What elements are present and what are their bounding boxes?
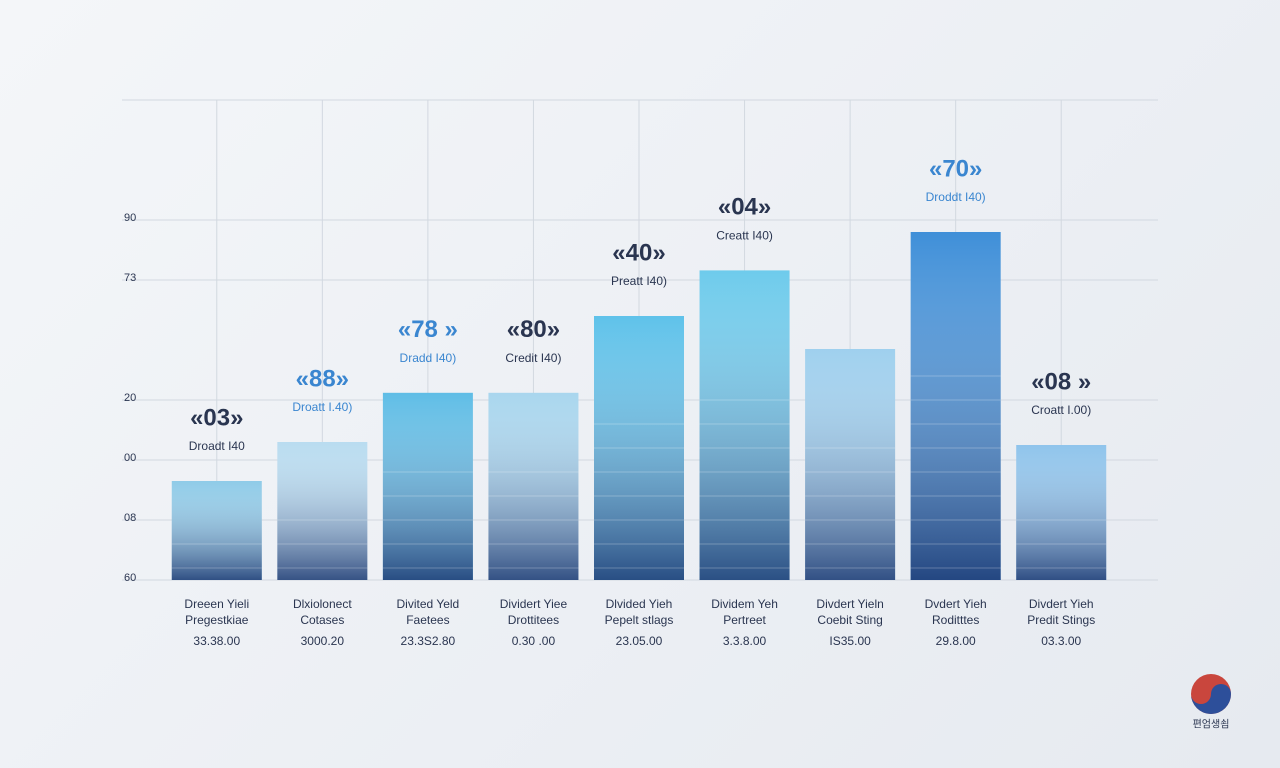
x-tick-note: 23.05.00	[616, 634, 663, 648]
bar-shade	[910, 232, 1001, 580]
bar-group: «88» Droatt I.40)	[277, 365, 368, 580]
x-tick-label: Divdert Yieh	[1029, 597, 1094, 611]
bar-shade	[171, 481, 262, 580]
bar-shade	[1016, 445, 1107, 580]
annotation-sub: Preatt I40)	[611, 274, 667, 288]
bar-shade	[594, 316, 684, 580]
bar-group: «08 » Croatt I.00)	[1016, 368, 1107, 580]
bar-group: «80» Credit I40)	[488, 316, 579, 580]
y-tick-label: 60	[124, 572, 136, 584]
y-tick-label: 20	[124, 392, 136, 404]
logo-text: 편엄생쇰	[1193, 719, 1230, 731]
x-tick-label: Dividem Yeh	[711, 597, 778, 611]
x-tick-sublabel: Faetees	[406, 613, 449, 627]
bar-group: «40» Preatt I40)	[594, 239, 684, 580]
x-tick-note: 0.30 .00	[512, 634, 556, 648]
x-tick-note: 23.3S2.80	[401, 634, 456, 648]
annotation: «03»	[190, 404, 243, 431]
x-tick-sublabel: Roditttes	[932, 613, 979, 627]
bar-group	[805, 349, 896, 580]
annotation: «08 »	[1031, 368, 1091, 395]
y-tick-label: 00	[124, 452, 136, 464]
x-tick-note: 29.8.00	[936, 634, 976, 648]
annotation-sub: Dradd I40)	[400, 351, 457, 365]
x-tick-sublabel: Coebit Sting	[817, 613, 882, 627]
annotation-sub: Droddt I40)	[926, 190, 986, 204]
bar-shade	[382, 392, 473, 580]
x-tick-sublabel: Pepelt stlags	[605, 613, 674, 627]
logo: 편엄생쇰	[1191, 674, 1231, 731]
x-tick-label: Divdert Yieln	[816, 597, 883, 611]
bar-group: «78 » Dradd I40)	[382, 316, 473, 580]
x-tick-sublabel: Cotases	[300, 613, 344, 627]
x-tick-sublabel: Pertreet	[723, 613, 766, 627]
annotation: «40»	[612, 239, 665, 266]
annotation: «80»	[507, 316, 560, 343]
x-tick-note: 3.3.8.00	[723, 634, 767, 648]
y-tick-label: 73	[124, 272, 136, 284]
bar-group: «70» Droddt I40)	[910, 155, 1001, 580]
annotation-sub: Creatt I40)	[716, 229, 773, 243]
annotation-sub: Credit I40)	[505, 351, 561, 365]
x-tick-note: 33.38.00	[193, 634, 240, 648]
x-tick-label: Dividert Yiee	[500, 597, 568, 611]
x-tick-note: 3000.20	[301, 634, 345, 648]
bar-shade	[805, 349, 896, 580]
x-tick-label: Divited Yeld	[397, 597, 460, 611]
x-tick-label: Dlxiolonect	[293, 597, 352, 611]
y-tick-label: 90	[124, 212, 136, 224]
bar-shade	[488, 392, 579, 580]
y-tick-label: 08	[124, 512, 136, 524]
annotation-sub: Droadt I40	[189, 439, 245, 453]
annotation: «88»	[296, 365, 349, 392]
x-tick-note: 03.3.00	[1041, 634, 1081, 648]
x-tick-sublabel: Drottitees	[508, 613, 559, 627]
logo-bottom	[1191, 684, 1231, 714]
bar-group: «04» Creatt I40)	[699, 194, 790, 580]
x-tick-label: Dvdert Yieh	[925, 597, 987, 611]
annotation-sub: Droatt I.40)	[292, 400, 352, 414]
x-tick-sublabel: Predit Stings	[1027, 613, 1095, 627]
x-tick-note: IS35.00	[829, 634, 871, 648]
annotation: «78 »	[398, 316, 458, 343]
x-tick-label: Dlvided Yieh	[606, 597, 673, 611]
annotation-sub: Croatt I.00)	[1031, 403, 1091, 417]
annotation: «70»	[929, 155, 982, 182]
x-tick-label: Dreeen Yieli	[184, 597, 249, 611]
annotation: «04»	[718, 194, 771, 221]
x-tick-sublabel: Pregestkiae	[185, 613, 249, 627]
bar-group: «03» Droadt I40	[171, 404, 262, 580]
bar-shade	[699, 270, 790, 580]
bar-shade	[277, 442, 368, 580]
